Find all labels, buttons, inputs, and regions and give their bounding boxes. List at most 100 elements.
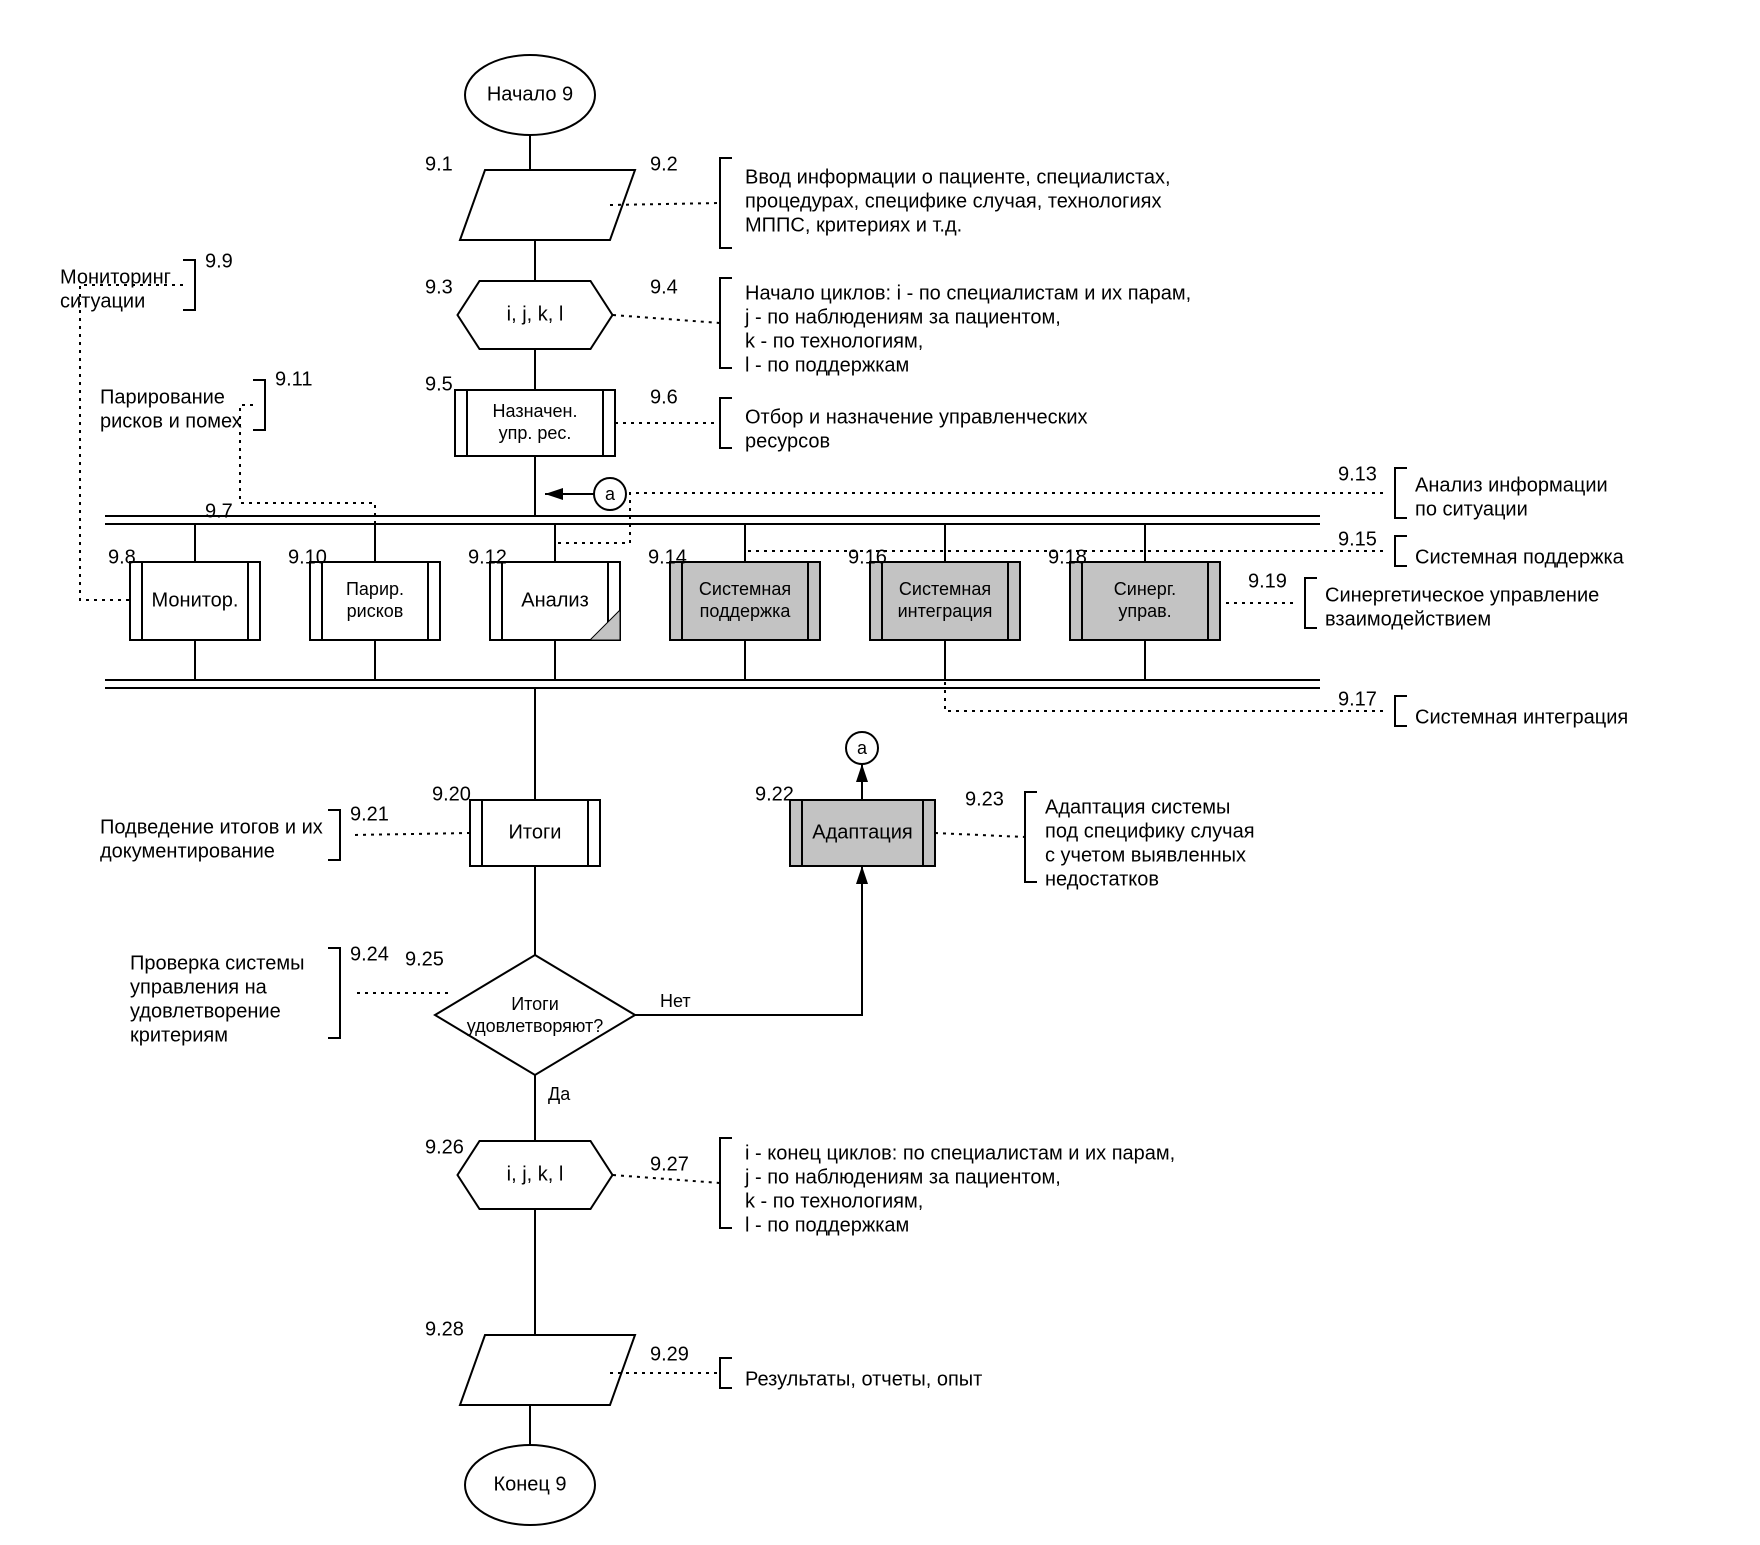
svg-text:l - по поддержкам: l - по поддержкам — [745, 1214, 909, 1236]
svg-text:Адаптация системы: Адаптация системы — [1045, 796, 1230, 818]
parallel-9_14: Системнаяподдержка — [670, 562, 820, 640]
svg-text:Системная интеграция: Системная интеграция — [1415, 706, 1628, 728]
svg-text:Монитор.: Монитор. — [152, 589, 239, 611]
hex-9-3: i, j, k, l — [458, 281, 613, 349]
svg-text:9.23: 9.23 — [965, 788, 1004, 810]
svg-text:9.10: 9.10 — [288, 546, 327, 568]
svg-text:рисков: рисков — [347, 601, 404, 621]
parallel-9_8: Монитор. — [130, 562, 260, 640]
svg-text:9.12: 9.12 — [468, 546, 507, 568]
svg-text:управления на: управления на — [130, 976, 268, 998]
svg-text:9.5: 9.5 — [425, 373, 453, 395]
svg-text:k - по технологиям,: k - по технологиям, — [745, 1190, 923, 1212]
parallel-9_10: Парир.рисков — [310, 562, 440, 640]
io-9-1 — [460, 170, 635, 240]
svg-text:k - по технологиям,: k - по технологиям, — [745, 330, 923, 352]
svg-text:9.24: 9.24 — [350, 943, 389, 965]
svg-text:Системная: Системная — [899, 579, 991, 599]
svg-text:по ситуации: по ситуации — [1415, 498, 1528, 520]
svg-text:недостатков: недостатков — [1045, 868, 1159, 890]
svg-text:Адаптация: Адаптация — [812, 821, 912, 843]
svg-text:9.26: 9.26 — [425, 1136, 464, 1158]
svg-text:ресурсов: ресурсов — [745, 430, 830, 452]
svg-text:Ввод информации о пациенте, сп: Ввод информации о пациенте, специалистах… — [745, 166, 1171, 188]
svg-text:i - конец циклов: по специалис: i - конец циклов: по специалистам и их п… — [745, 1142, 1175, 1164]
svg-text:управ.: управ. — [1118, 601, 1171, 621]
proc-9-20: Итоги — [470, 800, 600, 866]
svg-text:9.8: 9.8 — [108, 546, 136, 568]
svg-text:МППС, критериях и т.д.: МППС, критериях и т.д. — [745, 214, 962, 236]
svg-text:9.28: 9.28 — [425, 1318, 464, 1340]
svg-text:Результаты, отчеты, опыт: Результаты, отчеты, опыт — [745, 1368, 982, 1390]
svg-text:Да: Да — [548, 1084, 571, 1104]
svg-text:Итоги: Итоги — [511, 994, 559, 1014]
svg-text:интеграция: интеграция — [898, 601, 993, 621]
svg-text:Проверка системы: Проверка системы — [130, 952, 305, 974]
terminator-end: Конец 9 — [465, 1445, 595, 1525]
svg-text:Системная: Системная — [699, 579, 791, 599]
svg-text:9.21: 9.21 — [350, 803, 389, 825]
svg-text:Отбор и назначение управленчес: Отбор и назначение управленческих — [745, 406, 1088, 428]
svg-text:Начало 9: Начало 9 — [487, 83, 573, 105]
svg-text:j - по наблюдениям за пациенто: j - по наблюдениям за пациентом, — [744, 1166, 1061, 1188]
svg-text:i, j, k, l: i, j, k, l — [507, 303, 564, 325]
svg-text:9.6: 9.6 — [650, 386, 678, 408]
parallel-9_16: Системнаяинтеграция — [870, 562, 1020, 640]
parallel-9_12: Анализ — [490, 562, 620, 640]
svg-text:ситуации: ситуации — [60, 290, 145, 312]
svg-text:поддержка: поддержка — [700, 601, 792, 621]
svg-text:удовлетворение: удовлетворение — [130, 1000, 281, 1022]
svg-text:9.13: 9.13 — [1338, 463, 1377, 485]
svg-text:Анализ информации: Анализ информации — [1415, 474, 1608, 496]
svg-text:процедурах, специфике случая,: процедурах, специфике случая, технология… — [745, 190, 1161, 212]
svg-text:Системная поддержка: Системная поддержка — [1415, 546, 1625, 568]
svg-text:i, j, k, l: i, j, k, l — [507, 1163, 564, 1185]
svg-text:9.2: 9.2 — [650, 153, 678, 175]
svg-text:a: a — [605, 484, 616, 504]
svg-text:9.9: 9.9 — [205, 250, 233, 272]
proc-9-22: Адаптация — [790, 800, 935, 866]
svg-text:взаимодействием: взаимодействием — [1325, 608, 1491, 630]
svg-text:9.15: 9.15 — [1338, 528, 1377, 550]
svg-text:Мониторинг: Мониторинг — [60, 266, 171, 288]
svg-text:Нет: Нет — [660, 991, 691, 1011]
svg-text:Начало циклов: i - по специали: Начало циклов: i - по специалистам и их … — [745, 282, 1191, 304]
svg-text:9.11: 9.11 — [275, 368, 312, 390]
connector-a: a — [594, 478, 626, 510]
svg-text:Анализ: Анализ — [521, 589, 589, 611]
hex-9-26: i, j, k, l — [458, 1141, 613, 1209]
svg-text:под специфику случая: под специфику случая — [1045, 820, 1255, 842]
svg-text:9.29: 9.29 — [650, 1343, 689, 1365]
svg-text:9.17: 9.17 — [1338, 688, 1377, 710]
svg-text:l - по поддержкам: l - по поддержкам — [745, 354, 909, 376]
svg-text:критериям: критериям — [130, 1024, 228, 1046]
svg-text:9.18: 9.18 — [1048, 546, 1087, 568]
svg-text:Синергетическое управление: Синергетическое управление — [1325, 584, 1599, 606]
svg-text:9.4: 9.4 — [650, 276, 678, 298]
svg-text:9.7: 9.7 — [205, 500, 233, 522]
svg-text:9.22: 9.22 — [755, 783, 794, 805]
svg-text:9.14: 9.14 — [648, 546, 687, 568]
svg-text:Итоги: Итоги — [509, 821, 562, 843]
terminator-start: Начало 9 — [465, 55, 595, 135]
proc-9-5: Назначен.упр. рес. — [455, 390, 615, 456]
svg-text:9.16: 9.16 — [848, 546, 887, 568]
svg-text:a: a — [857, 738, 868, 758]
svg-text:упр. рес.: упр. рес. — [499, 423, 572, 443]
svg-text:9.1: 9.1 — [425, 153, 453, 175]
svg-text:Парирование: Парирование — [100, 386, 225, 408]
io-9-28 — [460, 1335, 635, 1405]
svg-text:рисков и помех: рисков и помех — [100, 410, 242, 432]
svg-text:Парир.: Парир. — [346, 579, 404, 599]
svg-text:Назначен.: Назначен. — [493, 401, 578, 421]
svg-text:9.20: 9.20 — [432, 783, 471, 805]
decision-9-25: Итогиудовлетворяют? — [435, 955, 635, 1075]
svg-text:Подведение итогов и их: Подведение итогов и их — [100, 816, 323, 838]
svg-text:удовлетворяют?: удовлетворяют? — [467, 1016, 604, 1036]
svg-text:9.19: 9.19 — [1248, 570, 1287, 592]
svg-text:9.25: 9.25 — [405, 948, 444, 970]
svg-text:Конец 9: Конец 9 — [493, 1473, 566, 1495]
svg-text:с учетом выявленных: с учетом выявленных — [1045, 844, 1246, 866]
svg-text:документирование: документирование — [100, 840, 275, 862]
parallel-9_18: Синерг.управ. — [1070, 562, 1220, 640]
